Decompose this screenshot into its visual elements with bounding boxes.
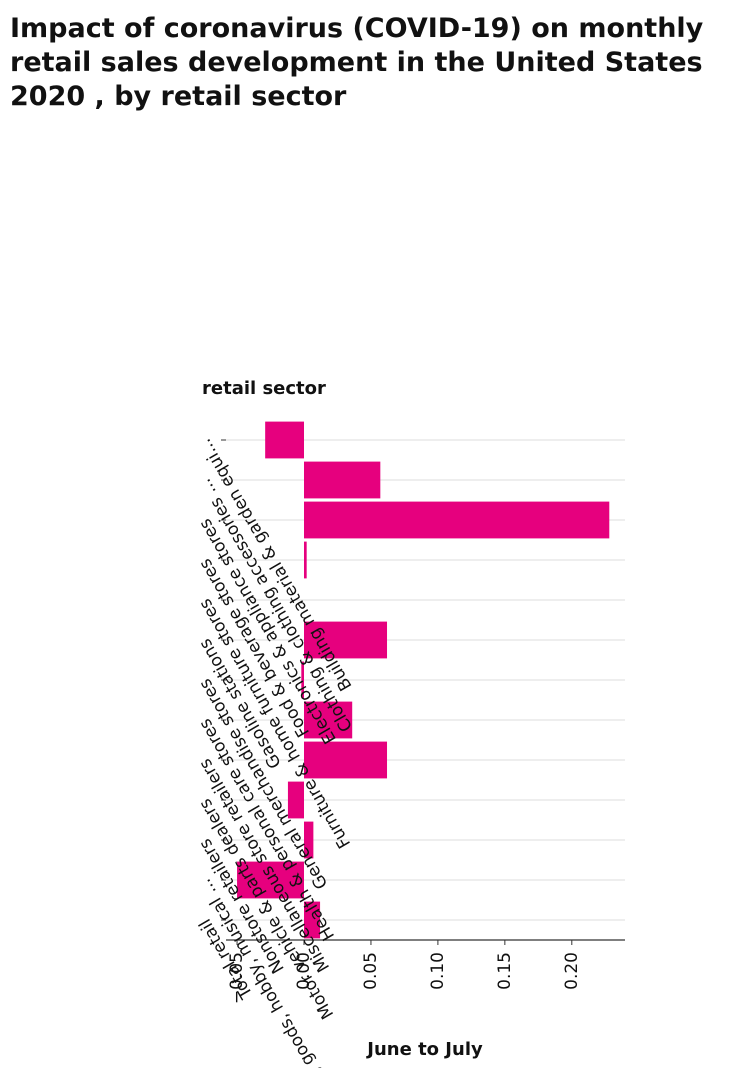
bar xyxy=(304,741,388,779)
bar xyxy=(301,661,304,699)
x-tick-label: 0.20 xyxy=(562,952,582,990)
x-tick-label: 0.15 xyxy=(495,952,515,990)
bar xyxy=(304,901,321,939)
bar xyxy=(287,781,304,819)
bar xyxy=(304,461,381,499)
y-axis-title: retail sector xyxy=(202,378,326,399)
axes xyxy=(221,439,625,945)
bar xyxy=(304,701,353,739)
bar xyxy=(304,621,388,659)
bar xyxy=(304,541,307,579)
gridlines xyxy=(226,439,625,921)
x-tick-label: 0.05 xyxy=(361,952,381,990)
x-tick-label: −0.05 xyxy=(227,952,247,1004)
bars xyxy=(237,421,610,939)
bar xyxy=(265,421,304,459)
x-axis-title: June to July xyxy=(365,1039,483,1060)
bar xyxy=(237,861,304,899)
x-tick-label: 0.10 xyxy=(428,952,448,990)
bar xyxy=(304,501,610,539)
x-tick-label: 0.00 xyxy=(294,952,314,990)
chart-title: Impact of coronavirus (COVID-19) on mont… xyxy=(10,13,704,112)
bar xyxy=(304,821,314,859)
